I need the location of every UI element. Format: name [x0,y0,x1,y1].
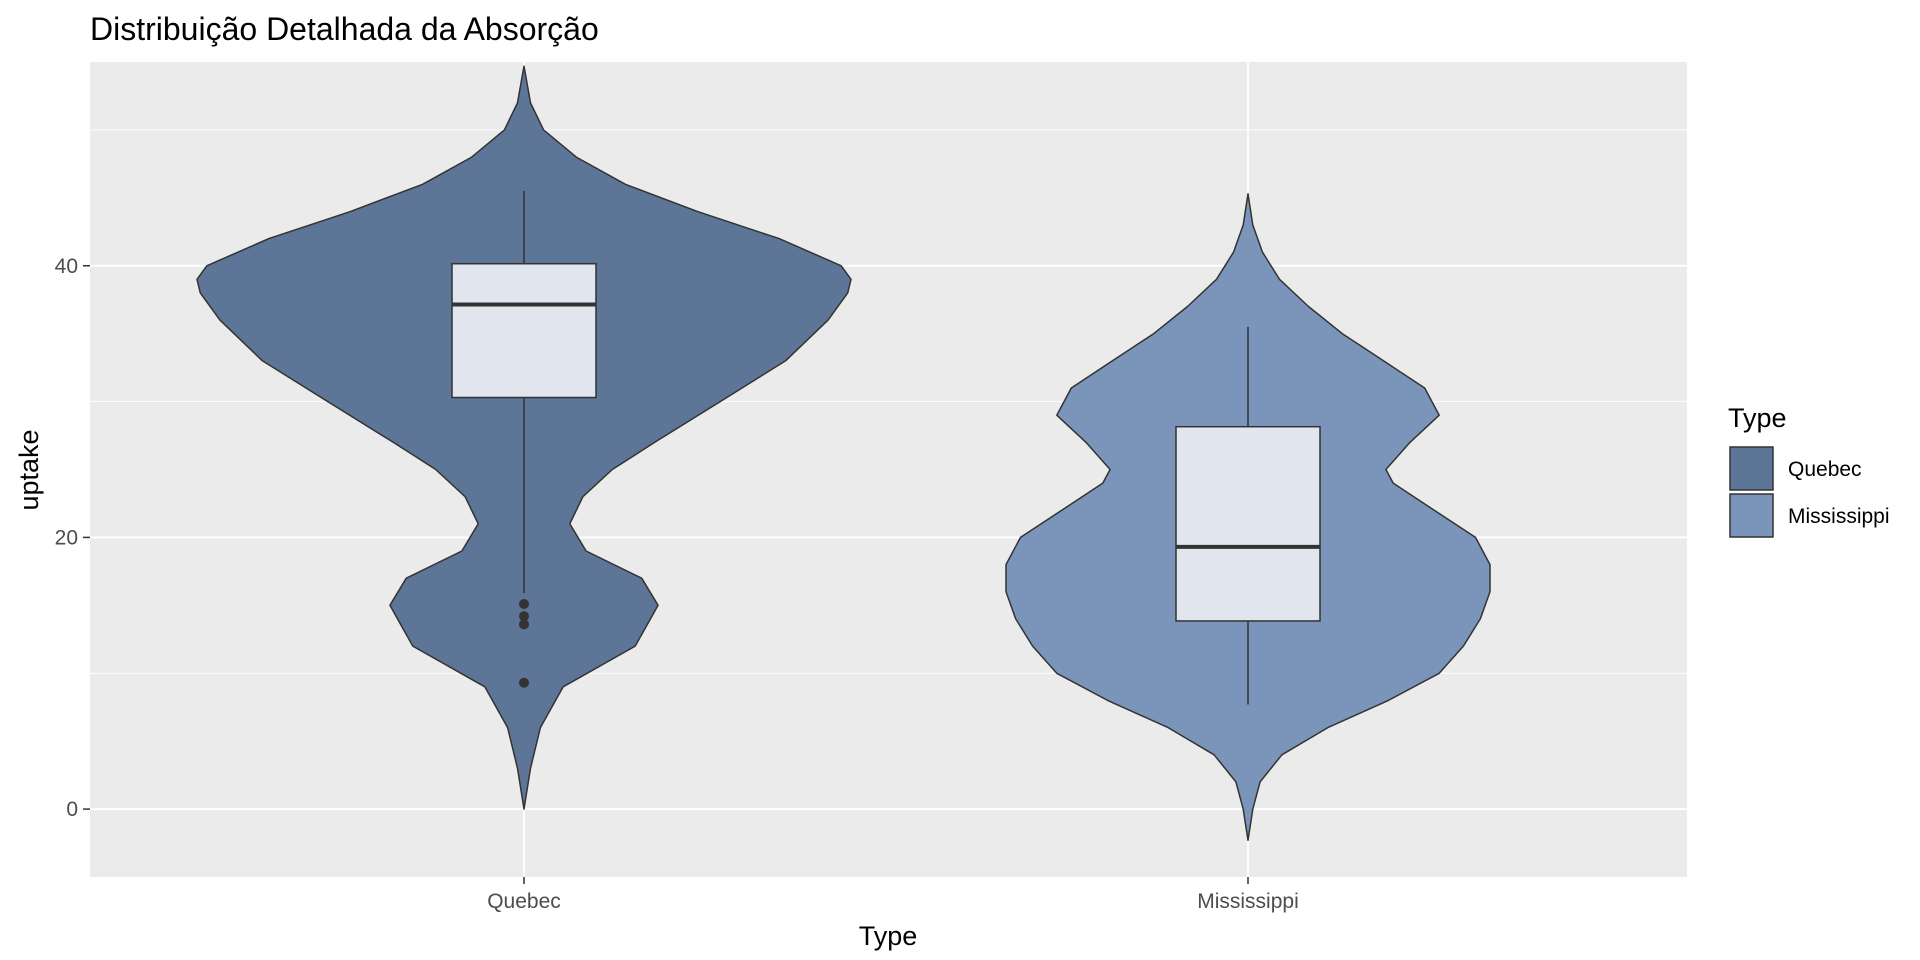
y-axis: 0 20 40 [55,255,90,821]
outlier-point-quebec [519,598,529,609]
outlier-point-quebec [519,619,529,630]
outlier-point-quebec [519,677,529,688]
x-axis-title: Type [859,921,918,951]
x-tick-label-mississippi: Mississippi [1197,890,1299,913]
outlier-point-quebec [519,611,529,622]
plot-panel [90,62,1687,877]
x-axis: Quebec Mississippi [487,877,1299,913]
chart-title: Distribuição Detalhada da Absorção [90,11,599,47]
legend-items: Quebec Mississippi [1729,446,1890,538]
legend: Type Quebec Mississippi [1728,403,1890,538]
legend-label-mississippi: Mississippi [1788,505,1890,528]
y-tick-label: 20 [55,526,78,549]
legend-key-mississippi [1729,493,1774,538]
y-tick-label: 0 [66,798,78,821]
y-axis-title: uptake [14,429,44,510]
box-mississippi [1175,425,1321,622]
y-tick-label: 40 [55,255,78,278]
legend-title: Type [1728,403,1787,433]
legend-label-quebec: Quebec [1788,458,1862,481]
legend-key-quebec [1729,446,1774,491]
boxplots [451,191,1321,705]
x-tick-label-quebec: Quebec [487,890,561,913]
box-quebec [451,262,597,399]
